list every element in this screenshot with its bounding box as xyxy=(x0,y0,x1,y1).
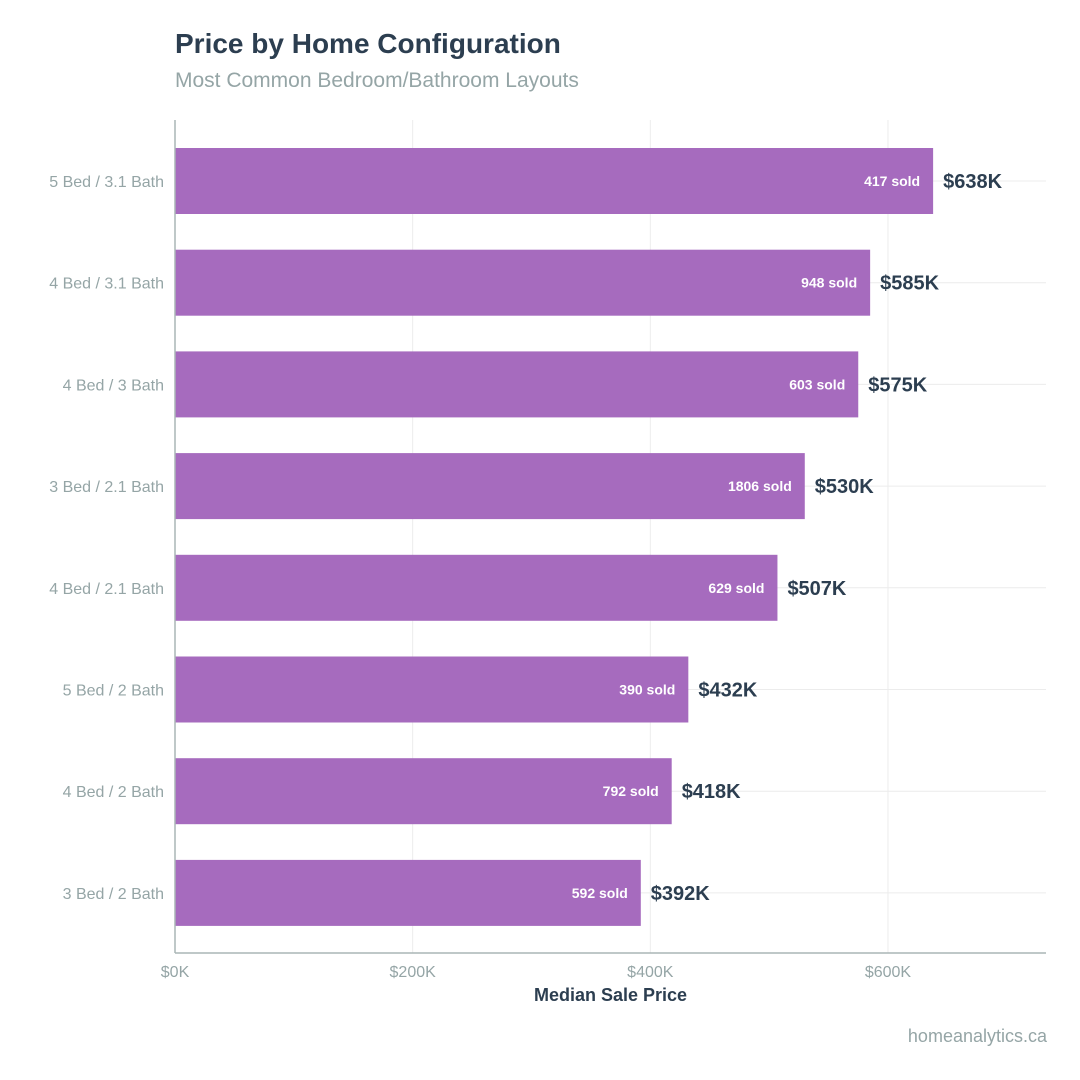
y-tick-label: 4 Bed / 2 Bath xyxy=(63,784,164,801)
value-label: $585K xyxy=(880,273,939,295)
sold-count-label: 417 sold xyxy=(864,173,920,189)
x-axis-title: Median Sale Price xyxy=(534,985,687,1005)
y-tick-label: 4 Bed / 3 Bath xyxy=(63,377,164,394)
value-label: $418K xyxy=(682,781,741,803)
bar xyxy=(175,351,859,418)
y-tick-label: 5 Bed / 3.1 Bath xyxy=(49,174,164,191)
value-label: $507K xyxy=(787,578,846,600)
sold-count-label: 390 sold xyxy=(619,682,675,698)
sold-count-label: 792 sold xyxy=(603,783,659,799)
bar xyxy=(175,453,805,520)
sold-count-label: 1806 sold xyxy=(728,478,792,494)
y-tick-label: 5 Bed / 2 Bath xyxy=(63,683,164,700)
bar xyxy=(175,148,934,214)
sold-count-label: 629 sold xyxy=(708,580,764,596)
x-tick-label: $400K xyxy=(627,964,674,981)
chart-subtitle: Most Common Bedroom/Bathroom Layouts xyxy=(175,69,579,92)
sold-count-label: 592 sold xyxy=(572,885,628,901)
chart-title: Price by Home Configuration xyxy=(175,28,561,59)
source-credit: homeanalytics.ca xyxy=(907,1026,1047,1046)
bar xyxy=(175,656,689,723)
bar xyxy=(175,758,672,825)
y-tick-label: 3 Bed / 2.1 Bath xyxy=(49,479,164,496)
value-label: $575K xyxy=(868,374,927,396)
value-label: $638K xyxy=(943,171,1002,193)
sold-count-label: 603 sold xyxy=(789,376,845,392)
x-tick-label: $600K xyxy=(865,964,912,981)
x-tick-label: $200K xyxy=(390,964,437,981)
value-label: $530K xyxy=(815,476,874,498)
y-tick-label: 3 Bed / 2 Bath xyxy=(63,886,164,903)
sold-count-label: 948 sold xyxy=(801,275,857,291)
y-tick-label: 4 Bed / 3.1 Bath xyxy=(49,276,164,293)
y-tick-label: 4 Bed / 2.1 Bath xyxy=(49,581,164,598)
bar xyxy=(175,859,641,926)
value-label: $392K xyxy=(651,883,710,905)
bar xyxy=(175,554,778,621)
value-label: $432K xyxy=(698,680,757,702)
x-tick-label: $0K xyxy=(161,964,190,981)
bar xyxy=(175,249,871,316)
